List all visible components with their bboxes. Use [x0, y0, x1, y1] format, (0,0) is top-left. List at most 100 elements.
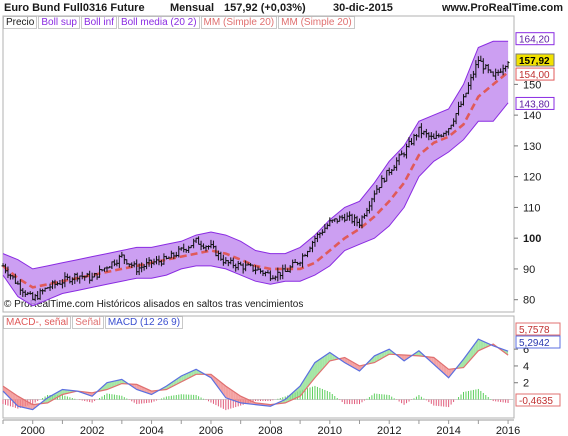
- lower-band-tag: 143,80: [515, 96, 555, 110]
- macd-fill-segment: [114, 380, 117, 387]
- macd-fill-segment: [45, 397, 48, 404]
- macd-fill-segment: [215, 378, 219, 388]
- x-tick-label: 2010: [318, 425, 342, 436]
- price-tick-label: 100: [523, 233, 541, 245]
- chart-header: Euro Bund Full0316 Future Mensual 157,92…: [0, 0, 568, 16]
- macd-fill-segment: [181, 374, 184, 382]
- macd-fill-segment: [287, 395, 291, 402]
- x-tick-label: 2008: [258, 425, 282, 436]
- macd-fill-segment: [32, 404, 36, 410]
- macd-fill-segment: [230, 389, 234, 401]
- signal-value-tag: 5,2942: [515, 335, 561, 349]
- macd-value-tag: 5,7578: [515, 322, 561, 336]
- macd-tick-label: 2: [523, 378, 529, 390]
- signal-value-tag-label: 5,2942: [519, 338, 550, 349]
- period-label: Mensual: [170, 2, 215, 14]
- macd-fill-segment: [15, 394, 18, 407]
- macd-fill-segment: [238, 394, 241, 403]
- macd-fill-segment: [225, 386, 229, 399]
- macd-fill-segment: [17, 396, 21, 407]
- macd-fill-segment: [475, 339, 479, 354]
- x-tick-label: 2016: [496, 425, 520, 436]
- date-label: 30-dic-2015: [333, 2, 393, 14]
- macd-fill-segment: [111, 381, 115, 388]
- macd-value-tag-box: [515, 322, 561, 336]
- macd-fill-segment: [374, 354, 377, 363]
- signal-value-tag-box: [515, 335, 561, 349]
- macd-fill-segment: [379, 352, 382, 360]
- macd-fill-segment: [27, 401, 31, 410]
- macd-fill-segment: [480, 340, 484, 350]
- candles: [1, 55, 510, 302]
- macd-fill-segment: [295, 388, 298, 399]
- macd-fill-segment: [102, 384, 105, 391]
- macd-fill-segment: [20, 397, 23, 408]
- macd-histogram: [2, 385, 509, 411]
- history-note: © ProRealTime.com Históricos alisados en…: [4, 299, 304, 310]
- macd-tick-label: 4: [523, 361, 529, 373]
- macd-signal-fill: [3, 339, 509, 410]
- x-tick-label: 2006: [199, 425, 223, 436]
- last-price-tag-box: [515, 53, 555, 67]
- upper-band-tag: 164,20: [515, 32, 555, 46]
- last-price-tag: 157,92: [515, 53, 555, 67]
- macd-fill-segment: [243, 397, 246, 404]
- macd-fill-segment: [473, 342, 476, 357]
- hist-value-tag-label: -0,4635: [519, 396, 553, 407]
- last-price-tag-label: 157,92: [519, 56, 550, 67]
- ma-tag-box: [515, 67, 555, 81]
- upper-band-tag-box: [515, 32, 555, 46]
- macd-fill-segment: [324, 354, 328, 367]
- macd-fill-segment: [371, 355, 375, 364]
- ma-tag-label: 154,00: [519, 70, 550, 81]
- price-tick-label: 90: [523, 264, 535, 276]
- macd-fill-segment: [233, 391, 236, 402]
- macd-fill-segment: [448, 369, 452, 378]
- price-tick-label: 110: [523, 202, 541, 214]
- macd-pane: 2 4 6 5,7578 5,2942 -0,4635: [2, 315, 561, 419]
- bollinger-band-fill: [3, 41, 509, 306]
- macd-fill-segment: [381, 351, 385, 359]
- macd-fill-segment: [376, 353, 380, 362]
- price-pane-border: [2, 15, 515, 313]
- macd-fill-segment: [106, 382, 110, 390]
- lower-band-tag-label: 143,80: [519, 99, 550, 110]
- macd-fill-segment: [309, 366, 313, 384]
- macd-fill-segment: [186, 372, 189, 380]
- macd-value-tag-label: 5,7578: [519, 325, 550, 336]
- macd-fill-segment: [443, 365, 447, 376]
- macd-fill-segment: [235, 392, 239, 403]
- macd-fill-segment: [116, 379, 120, 386]
- macd-fill-segment: [478, 339, 481, 351]
- bollinger-lower-line: [2, 102, 509, 307]
- macd-fill-segment: [446, 367, 449, 378]
- hist-value-tag: -0,4635: [515, 393, 561, 407]
- x-tick-label: 2002: [80, 425, 104, 436]
- price-tick-label: 80: [523, 295, 535, 307]
- bollinger-upper-line: [2, 40, 509, 270]
- macd-fill-segment: [64, 389, 68, 394]
- x-tick-label: 2012: [377, 425, 401, 436]
- hist-value-tag-box: [515, 393, 561, 407]
- macd-fill-segment: [25, 400, 28, 409]
- macd-fill-segment: [62, 389, 65, 395]
- price-pane: 80 90 100 110 120 130 140 150 164,20 157,92 154,00…: [1, 15, 555, 313]
- macd-fill-segment: [183, 373, 187, 381]
- x-tick-label: 2014: [436, 425, 460, 436]
- macd-fill-segment: [307, 370, 310, 387]
- macd-fill-segment: [312, 362, 315, 381]
- ma-tag: 154,00: [515, 67, 555, 81]
- macd-line: [2, 338, 509, 411]
- macd-pane-border: [2, 315, 515, 419]
- macd-fill-segment: [22, 398, 26, 408]
- last-price-label: 157,92 (+0,03%): [224, 2, 306, 14]
- macd-fill-segment: [297, 386, 301, 398]
- macd-fill-segment: [314, 360, 318, 378]
- instrument-title: Euro Bund Full0316 Future: [4, 2, 145, 14]
- macd-fill-segment: [329, 352, 333, 361]
- upper-band-tag-label: 164,20: [519, 35, 550, 46]
- macd-fill-segment: [319, 357, 323, 373]
- lower-band-tag-box: [515, 96, 555, 110]
